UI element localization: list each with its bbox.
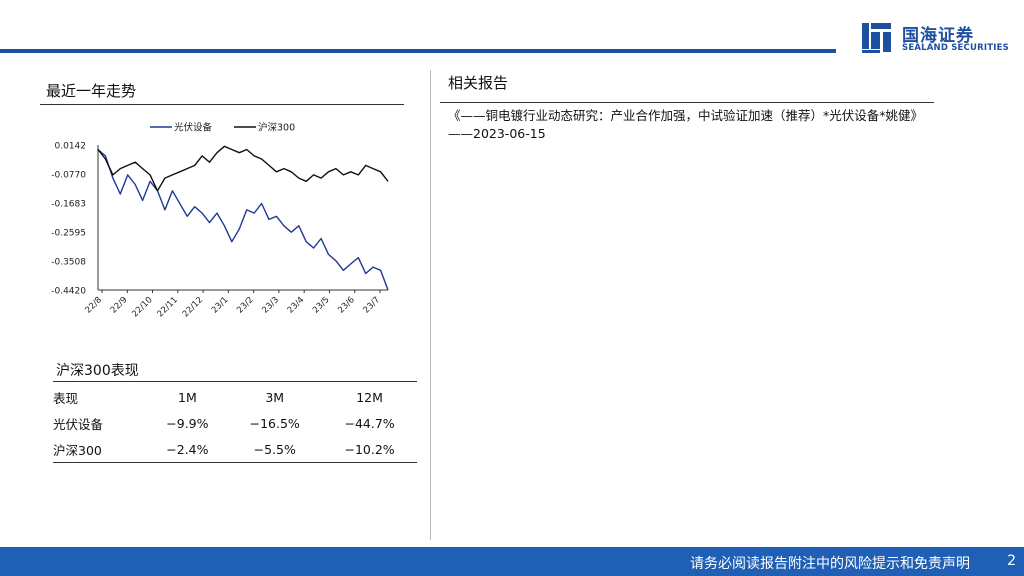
trend-section-title: 最近一年走势 <box>46 82 137 100</box>
x-tick-label: 23/7 <box>362 295 383 316</box>
table-cell: −16.5% <box>249 415 300 431</box>
trend-chart: 0.0142 -0.0770 -0.1683 -0.2595 -0.3508 -0.442… <box>40 112 410 332</box>
x-tick-label: 22/10 <box>130 295 154 319</box>
header-rule <box>0 49 836 53</box>
table-cell: 沪深300 <box>53 442 102 458</box>
trend-title-rule <box>40 104 404 105</box>
performance-bottom-rule <box>53 462 417 463</box>
performance-table: 表现 1M 3M 12M 光伏设备 −9.9% −16.5% −44.7% 沪深… <box>53 384 417 462</box>
logo-text-cn: 国海证券 <box>902 26 974 46</box>
related-reports-rule <box>440 102 934 103</box>
table-cell: −9.9% <box>166 415 209 431</box>
x-tick-label: 23/4 <box>286 295 307 316</box>
table-cell: −5.5% <box>253 441 296 457</box>
x-tick-label: 23/5 <box>311 295 332 316</box>
table-cell: −10.2% <box>344 441 395 457</box>
table-cell: −44.7% <box>344 415 395 431</box>
series-line-2 <box>97 145 389 192</box>
related-report-link[interactable]: 《——铜电镀行业动态研究：产业合作加强，中试验证加速（推荐）*光伏设备*姚健》—… <box>448 108 924 141</box>
footer-bar: 请务必阅读报告附注中的风险提示和免责声明 2 <box>0 547 1024 576</box>
table-cell: −2.4% <box>166 441 209 457</box>
y-tick-label: -0.4420 <box>51 287 86 297</box>
x-tick-label: 23/3 <box>260 295 281 316</box>
y-tick-label: -0.0770 <box>51 171 86 181</box>
footer-disclaimer[interactable]: 请务必阅读报告附注中的风险提示和免责声明 <box>690 556 970 572</box>
series-line-1 <box>97 148 389 291</box>
table-header-cell: 3M <box>265 389 285 405</box>
sealand-logo-icon <box>862 23 891 53</box>
performance-title: 沪深300表现 <box>56 363 139 379</box>
table-row: 沪深300 −2.4% −5.5% −10.2% <box>53 436 417 462</box>
legend-label-1: 光伏设备 <box>174 122 213 134</box>
table-row: 光伏设备 −9.9% −16.5% −44.7% <box>53 410 417 436</box>
trend-chart-svg: 0.0142 -0.0770 -0.1683 -0.2595 -0.3508 -0.442… <box>51 122 389 319</box>
x-tick-label: 22/12 <box>181 295 205 319</box>
x-tick-label: 23/2 <box>235 295 256 316</box>
x-tick-label: 22/11 <box>156 295 180 319</box>
x-tick-label: 23/6 <box>336 295 357 316</box>
y-tick-label: -0.3508 <box>51 258 86 268</box>
x-tick-label: 22/8 <box>84 295 105 316</box>
y-tick-label: -0.1683 <box>51 200 86 210</box>
table-cell: 光伏设备 <box>53 416 104 432</box>
table-header-cell: 12M <box>356 389 383 405</box>
related-reports-title: 相关报告 <box>448 74 509 92</box>
legend-label-2: 沪深300 <box>258 122 295 134</box>
page-number: 2 <box>1007 553 1016 569</box>
logo-text-en: SEALAND SECURITIES <box>902 43 1009 53</box>
table-header-cell: 1M <box>178 389 197 405</box>
table-header-row: 表现 1M 3M 12M <box>53 384 417 410</box>
company-logo: 国海证券 SEALAND SECURITIES <box>860 20 1010 56</box>
column-divider <box>430 70 431 540</box>
y-tick-label: 0.0142 <box>55 142 87 152</box>
performance-title-rule <box>53 381 417 382</box>
y-tick-label: -0.2595 <box>51 229 86 239</box>
table-header-cell: 表现 <box>53 390 79 406</box>
x-tick-label: 23/1 <box>210 295 231 316</box>
x-tick-label: 22/9 <box>109 295 130 316</box>
